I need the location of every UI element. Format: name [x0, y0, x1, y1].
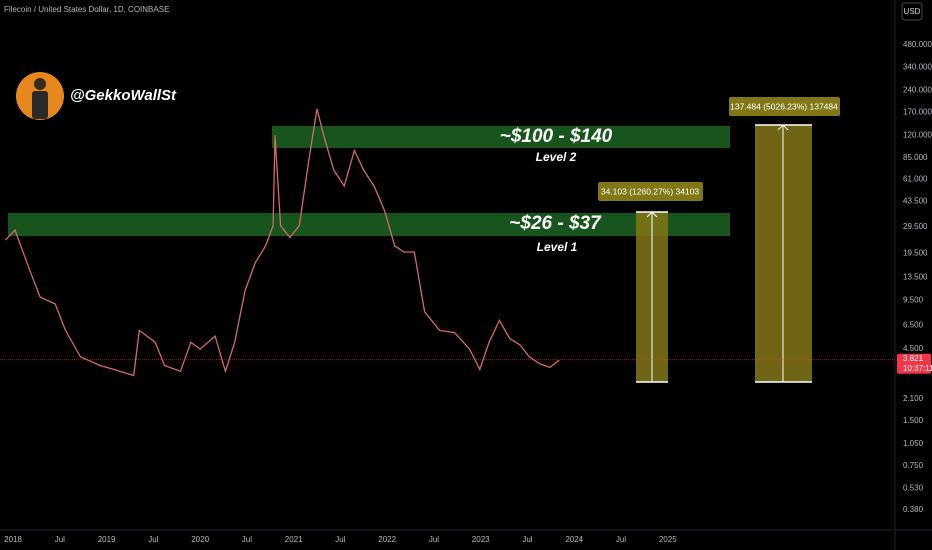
x-tick-label: 2025	[659, 535, 677, 544]
x-tick-label: 2021	[285, 535, 303, 544]
y-tick-label: 19.500	[903, 249, 928, 258]
countdown-label: 10:37:11	[903, 364, 932, 373]
avatar	[16, 72, 64, 120]
x-tick-label: Jul	[522, 535, 532, 544]
y-tick-label: 13.500	[903, 273, 928, 282]
x-tick-label: 2019	[98, 535, 116, 544]
x-tick-label: 2018	[4, 535, 22, 544]
chart-title: Filecoin / United States Dollar, 1D, COI…	[4, 5, 169, 14]
y-tick-label: 9.500	[903, 296, 924, 305]
zone-level-2	[272, 126, 730, 148]
x-tick-label: Jul	[242, 535, 252, 544]
last-price-label: 3.821	[903, 354, 924, 363]
x-tick-label: 2022	[378, 535, 396, 544]
y-tick-label: 61.000	[903, 174, 928, 183]
zone-sublabel: Level 1	[537, 240, 578, 254]
y-tick-label: 1.500	[903, 416, 924, 425]
y-tick-label: 480.000	[903, 40, 932, 49]
x-tick-label: 2023	[472, 535, 490, 544]
zone-label: ~$26 - $37	[509, 213, 602, 234]
y-tick-label: 0.530	[903, 484, 924, 493]
zone-label: ~$100 - $140	[500, 126, 613, 147]
currency-label[interactable]: USD	[904, 7, 921, 16]
last-price-box	[897, 353, 931, 374]
x-tick-label: Jul	[148, 535, 158, 544]
y-tick-label: 2.100	[903, 394, 924, 403]
y-tick-label: 170.000	[903, 108, 932, 117]
zone-sublabel: Level 2	[536, 150, 577, 164]
x-tick-label: 2020	[191, 535, 209, 544]
y-tick-label: 340.000	[903, 63, 932, 72]
x-tick-label: Jul	[55, 535, 65, 544]
author: @GekkoWallSt	[70, 87, 177, 104]
currency-button[interactable]	[901, 2, 923, 21]
y-tick-label: 29.500	[903, 222, 928, 231]
price-line	[5, 108, 560, 377]
y-tick-label: 240.000	[903, 85, 932, 94]
measure-label: 137.484 (5026.23%) 137484	[730, 101, 838, 111]
measure-label: 34.103 (1260.27%) 34103	[601, 186, 700, 196]
measure-label-box	[729, 97, 840, 116]
y-tick-label: 6.500	[903, 320, 924, 329]
zone-level-1	[8, 213, 730, 236]
measure-arrowhead	[777, 124, 789, 131]
y-tick-label: 43.500	[903, 196, 928, 205]
y-tick-label: 0.380	[903, 505, 924, 514]
x-tick-label: 2024	[565, 535, 583, 544]
x-tick-label: Jul	[429, 535, 439, 544]
x-tick-label: Jul	[616, 535, 626, 544]
measure-arrowhead	[646, 211, 658, 218]
measure-label-box	[598, 182, 703, 201]
y-tick-label: 120.000	[903, 130, 932, 139]
y-tick-label: 4.500	[903, 344, 924, 353]
y-tick-label: 85.000	[903, 153, 928, 162]
y-tick-label: 1.050	[903, 439, 924, 448]
x-tick-label: Jul	[335, 535, 345, 544]
y-tick-label: 0.750	[903, 461, 924, 470]
